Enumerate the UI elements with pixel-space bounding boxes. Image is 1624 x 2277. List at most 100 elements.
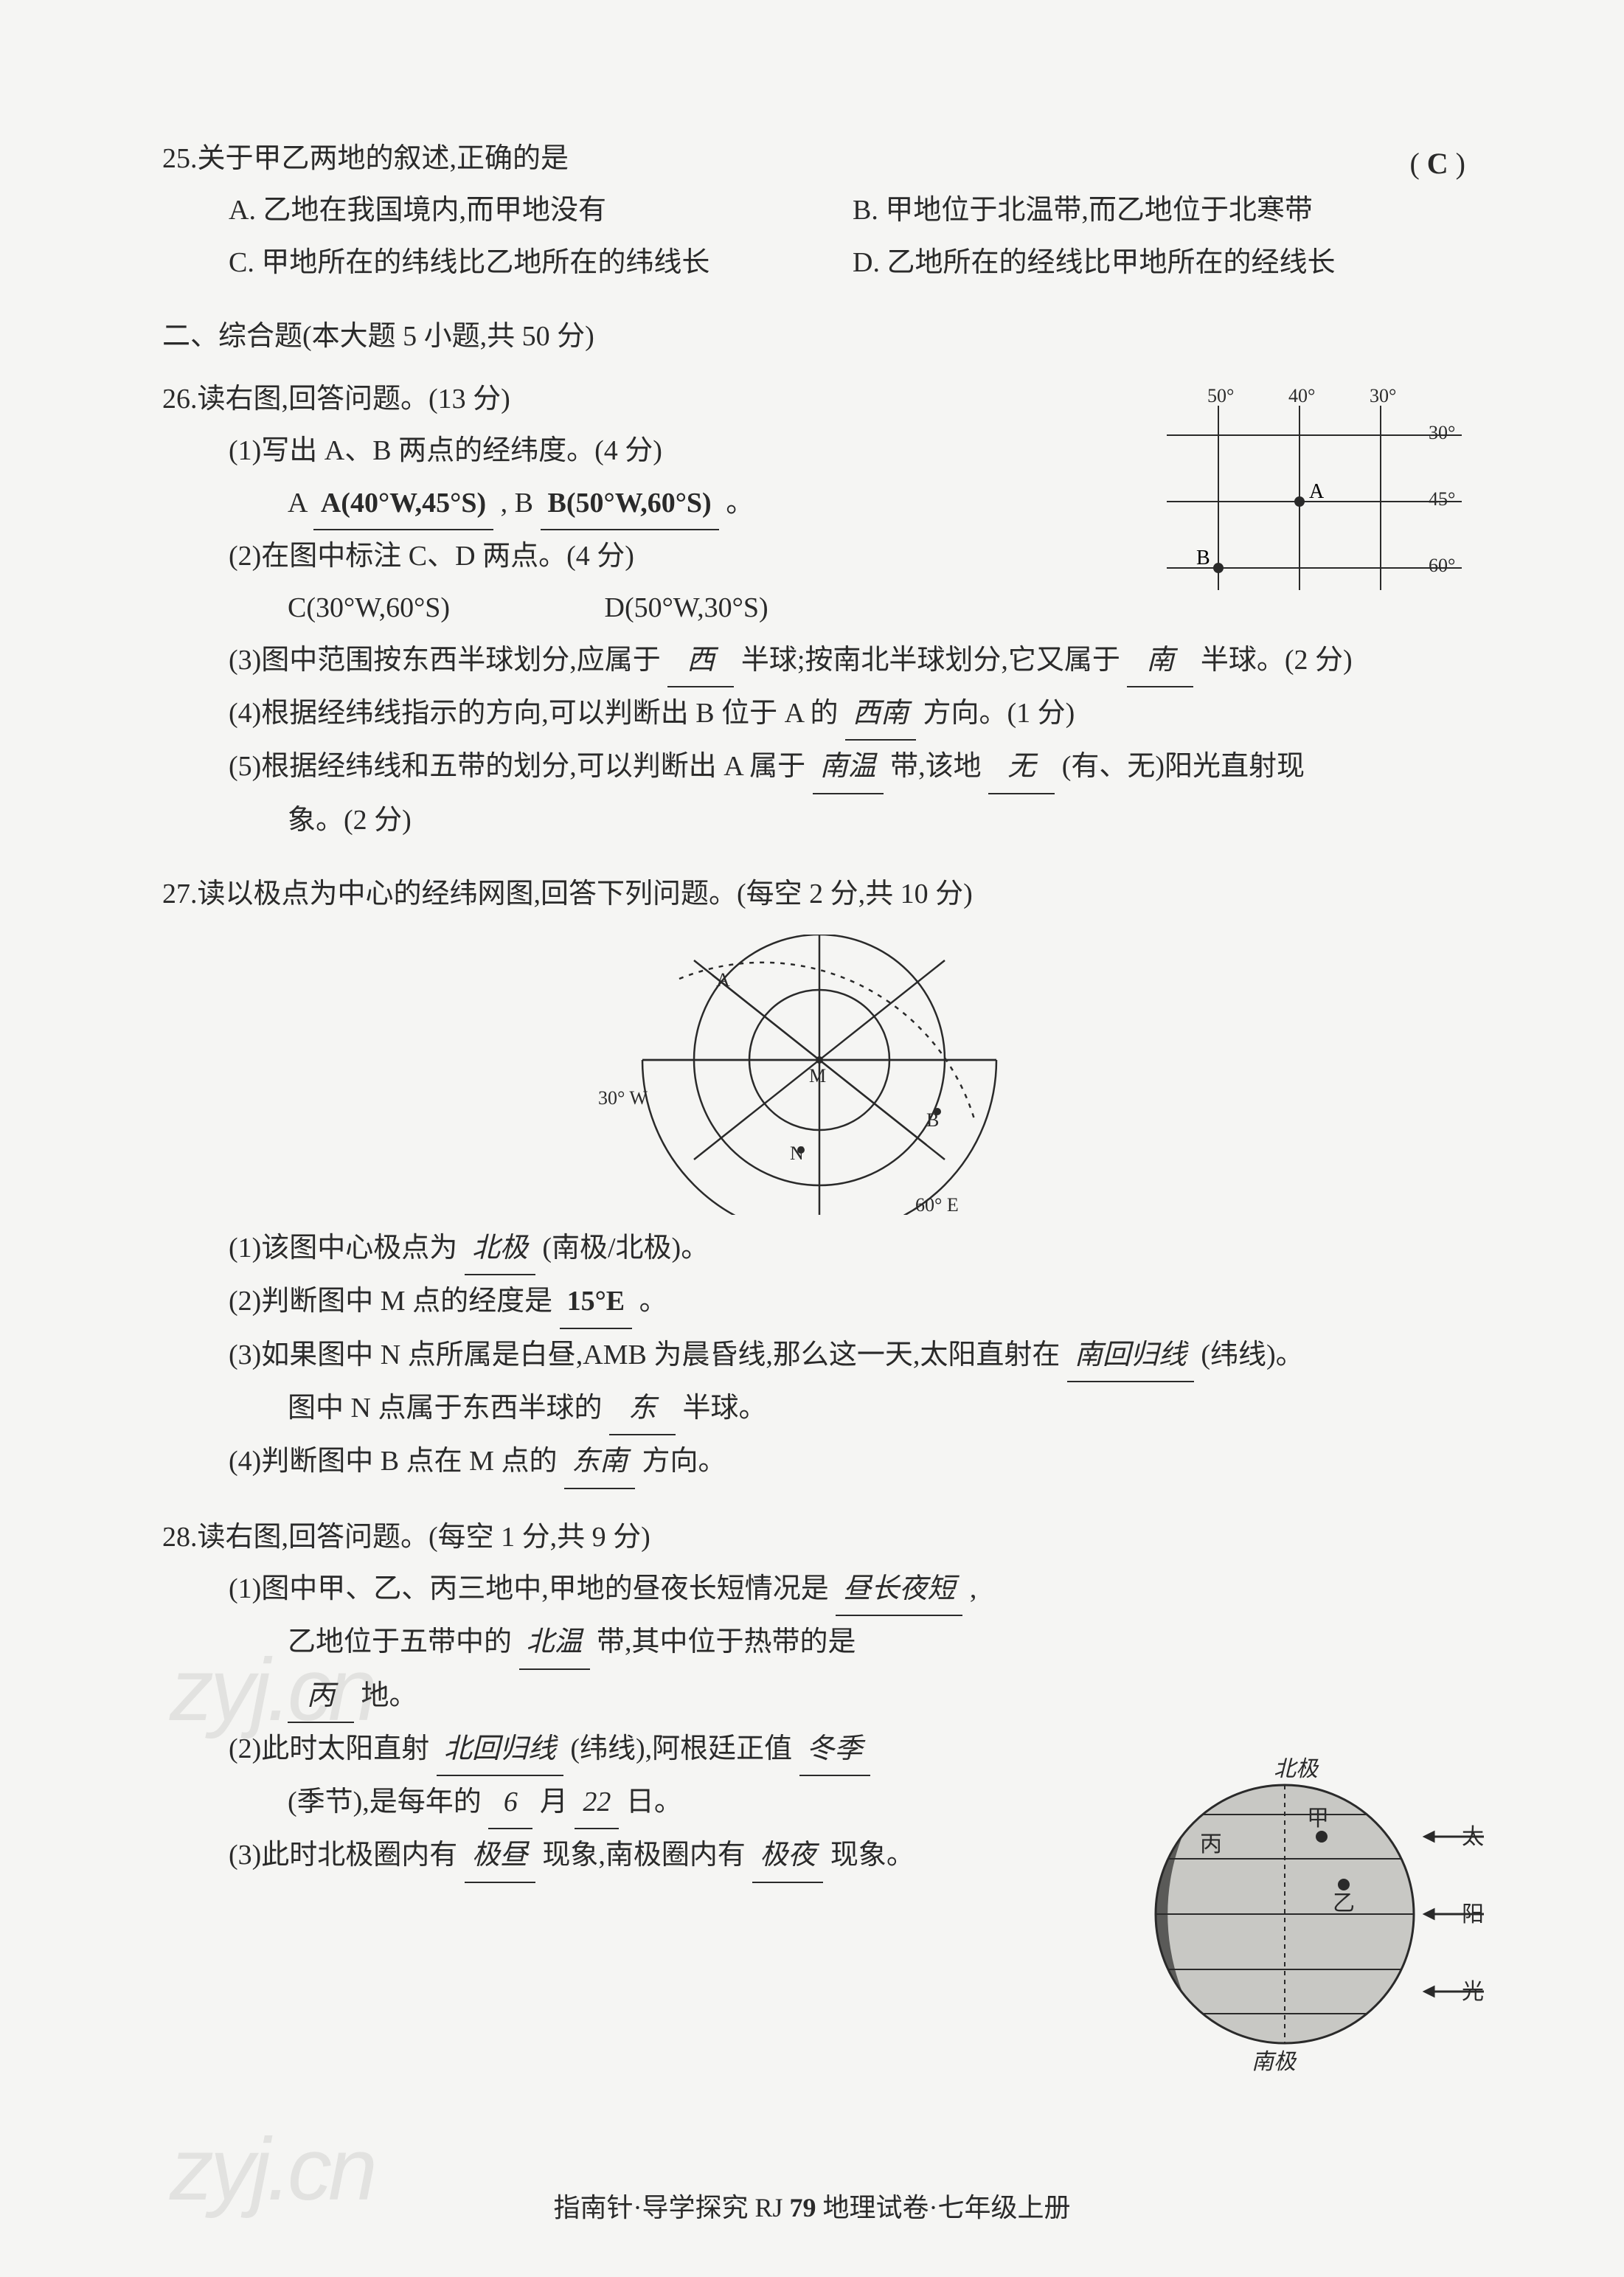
q26-p1-sep: , B xyxy=(501,488,533,519)
grid-lat-30: 30° xyxy=(1429,422,1455,443)
earth-north: 北极 xyxy=(1274,1757,1319,1781)
q26-p4-t1: (4)根据经纬线指示的方向,可以判断出 B 位于 A 的 xyxy=(229,698,839,729)
grid-label-a: A xyxy=(1309,480,1325,503)
grid-label-b: B xyxy=(1196,547,1210,569)
q28-p1-l2-t1: 乙地位于五带中的 xyxy=(288,1626,512,1657)
grid-point-a xyxy=(1294,496,1305,507)
q28-p1-l3-a: 丙 xyxy=(288,1670,354,1723)
grid-lon-50: 50° xyxy=(1207,385,1234,406)
section-2-header: 二、综合题(本大题 5 小题,共 50 分) xyxy=(162,311,1476,362)
q28-p1-l2-t2: 带,其中位于热带的是 xyxy=(597,1626,856,1657)
q27-p1-t1: (1)该图中心极点为 xyxy=(229,1233,457,1264)
grid-lon-40: 40° xyxy=(1288,385,1315,406)
q28-p1-a1: 昼长夜短 xyxy=(836,1563,962,1616)
polar-left-label: 30° W xyxy=(598,1087,648,1109)
q28-p1-t1: (1)图中甲、乙、丙三地中,甲地的昼夜长短情况是 xyxy=(229,1573,829,1604)
footer-left: 指南针·导学探究 RJ xyxy=(553,2193,782,2222)
q28-p1-t2: , xyxy=(970,1573,977,1604)
q25-num: 25. xyxy=(162,133,198,184)
q28-p2-l2-a1: 6 xyxy=(488,1776,532,1829)
q27-text: 读以极点为中心的经纬网图,回答下列问题。(每空 2 分,共 10 分) xyxy=(198,868,973,920)
q25-opt-d: D. 乙地所在的经线比甲地所在的经线长 xyxy=(853,237,1476,288)
question-27: 27. 读以极点为中心的经纬网图,回答下列问题。(每空 2 分,共 10 分) … xyxy=(162,868,1476,1489)
q27-p1-a1: 北极 xyxy=(465,1222,535,1275)
earth-pt-bing: 丙 xyxy=(1200,1832,1222,1857)
grid-lon-30: 30° xyxy=(1370,385,1396,406)
figure-earth: 北极 南极 丙 甲 乙 太 阳 光 xyxy=(1137,1756,1491,2073)
q26-p3-t1: (3)图中范围按东西半球划分,应属于 xyxy=(229,645,661,676)
polar-bottom-label: 60° E xyxy=(915,1194,959,1215)
q26-p5-a2: 无 xyxy=(988,741,1055,794)
q28-p3-a2: 极夜 xyxy=(752,1829,823,1882)
q28-p3-t3: 现象。 xyxy=(830,1840,915,1871)
figure-grid: 50° 40° 30° 30° 45° 60° A B xyxy=(1167,384,1462,590)
page-footer: 指南针·导学探究 RJ 79 地理试卷·七年级上册 xyxy=(0,2183,1624,2233)
q25-opt-b: B. 甲地位于北温带,而乙地位于北寒带 xyxy=(853,184,1476,236)
q28-p3-t1: (3)此时北极圈内有 xyxy=(229,1840,457,1871)
q25-opt-c: C. 甲地所在的纬线比乙地所在的纬线长 xyxy=(229,237,853,288)
q25-text: 关于甲乙两地的叙述,正确的是 xyxy=(198,133,569,184)
q28-p2-l2-t2: 月 xyxy=(540,1786,568,1817)
earth-pt-jia: 甲 xyxy=(1307,1806,1329,1831)
q26-p5-t1: (5)根据经纬线和五带的划分,可以判断出 A 属于 xyxy=(229,751,805,782)
q26-p5-a1: 南温 xyxy=(813,741,884,794)
q25-opt-a: A. 乙地在我国境内,而甲地没有 xyxy=(229,184,853,236)
q28-p3-a1: 极昼 xyxy=(465,1829,535,1882)
q26-p1-a-ans: A(40°W,45°S) xyxy=(313,477,493,530)
q26-p5-t2: 带,该地 xyxy=(890,751,982,782)
polar-node-a: A xyxy=(716,969,730,991)
q28-p2-t2: (纬线),阿根廷正值 xyxy=(570,1733,792,1764)
question-25: ( C ) 25. 关于甲乙两地的叙述,正确的是 A. 乙地在我国境内,而甲地没… xyxy=(162,133,1476,288)
polar-node-m: M xyxy=(809,1065,826,1086)
earth-south: 南极 xyxy=(1252,2050,1297,2073)
q26-p3-a1: 西 xyxy=(667,634,734,687)
q26-p4-a1: 西南 xyxy=(845,687,916,741)
footer-right: 地理试卷·七年级上册 xyxy=(823,2193,1071,2222)
q28-p1-l3-t: 地。 xyxy=(361,1680,417,1711)
q27-p3-2-a1: 东 xyxy=(609,1382,676,1435)
q26-p3-t2: 半球;按南北半球划分,它又属于 xyxy=(741,645,1120,676)
q27-p2-t2: 。 xyxy=(639,1286,667,1317)
q27-p3-1-t1: (3)如果图中 N 点所属是白昼,AMB 为晨昏线,那么这一天,太阳直射在 xyxy=(229,1339,1060,1370)
footer-page: 79 xyxy=(790,2193,816,2222)
q27-p3-1-a1: 南回归线 xyxy=(1067,1329,1194,1382)
q26-p2-d: D(50°W,30°S) xyxy=(605,592,768,623)
q27-p3-1-t2: (纬线)。 xyxy=(1201,1339,1303,1370)
q27-p2-a1: 15°E xyxy=(560,1275,633,1328)
q28-p2-l2-a2: 22 xyxy=(575,1776,619,1829)
q28-p2-a2: 冬季 xyxy=(799,1723,870,1776)
q27-p4-t1: (4)判断图中 B 点在 M 点的 xyxy=(229,1446,557,1477)
q28-p2-a1: 北回归线 xyxy=(437,1723,563,1776)
q28-p1-l2-a1: 北温 xyxy=(519,1616,590,1669)
q26-p5-t4: 象。(2 分) xyxy=(162,794,1476,846)
grid-lat-45: 45° xyxy=(1429,488,1455,510)
q26-num: 26. xyxy=(162,373,198,425)
q26-p3-t3: 半球。(2 分) xyxy=(1201,645,1353,676)
q28-p2-t1: (2)此时太阳直射 xyxy=(229,1733,429,1764)
q26-p3-a2: 南 xyxy=(1127,634,1193,687)
q26-p5-t3: (有、无)阳光直射现 xyxy=(1062,751,1305,782)
q27-p2-t1: (2)判断图中 M 点的经度是 xyxy=(229,1286,552,1317)
q28-p2-l2-t1: (季节),是每年的 xyxy=(288,1786,482,1817)
q26-p4-t2: 方向。(1 分) xyxy=(923,698,1075,729)
q28-p2-l2-t3: 日。 xyxy=(626,1786,682,1817)
q27-p3-2-t2: 半球。 xyxy=(682,1393,766,1424)
q26-p1-a-label: A xyxy=(288,488,306,519)
q28-p3-t2: 现象,南极圈内有 xyxy=(542,1840,746,1871)
q25-answer: C xyxy=(1427,147,1448,180)
earth-pt-yi: 乙 xyxy=(1333,1891,1355,1916)
q25-answer-paren: ( C ) xyxy=(1409,136,1465,191)
q26-text: 读右图,回答问题。(13 分) xyxy=(198,373,510,425)
q28-num: 28. xyxy=(162,1511,198,1563)
q26-p1-b-ans: B(50°W,60°S) xyxy=(541,477,719,530)
q27-num: 27. xyxy=(162,868,198,920)
q26-p2-c: C(30°W,60°S) xyxy=(288,582,597,634)
q27-p3-2-t1: 图中 N 点属于东西半球的 xyxy=(288,1393,602,1424)
q27-p1-t2: (南极/北极)。 xyxy=(542,1233,709,1264)
q26-p1-end: 。 xyxy=(726,488,754,519)
grid-lat-60: 60° xyxy=(1429,555,1455,576)
grid-point-b xyxy=(1213,563,1224,573)
q27-p4-t2: 方向。 xyxy=(642,1446,726,1477)
figure-polar: 30° W 60° E A M N B xyxy=(598,935,1041,1215)
q27-p4-a1: 东南 xyxy=(564,1435,635,1488)
